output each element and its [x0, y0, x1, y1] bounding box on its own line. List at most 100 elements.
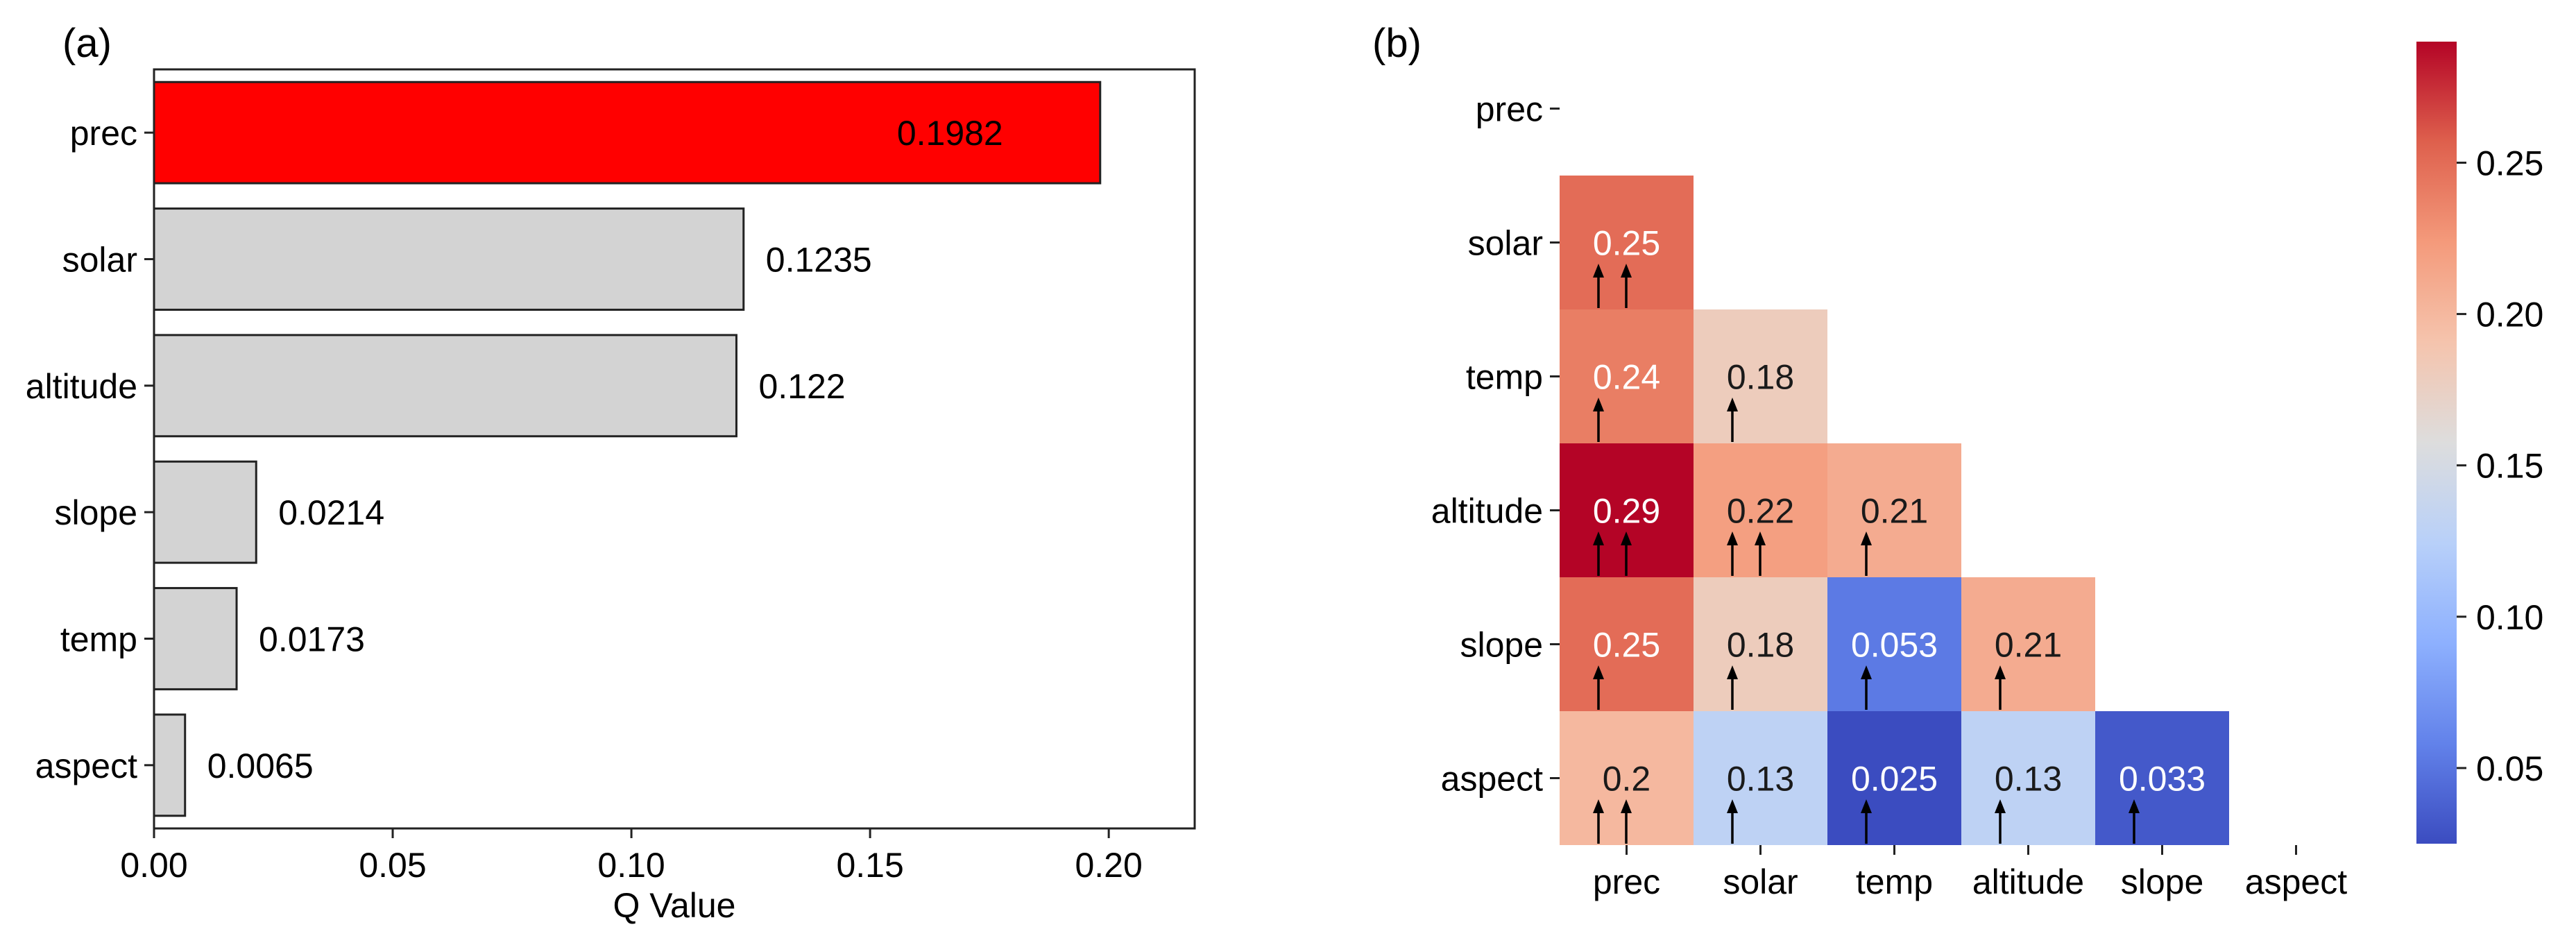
heatmap-cell-aspect-temp [1827, 711, 1961, 845]
heatmap-cell-value: 0.25 [1593, 626, 1660, 665]
y-tick-label-aspect: aspect [35, 747, 137, 785]
heatmap-cell-temp-prec [1560, 309, 1694, 443]
row-tick-label-aspect: aspect [1441, 760, 1543, 799]
column-tick-label-solar: solar [1723, 862, 1798, 901]
bar-temp [153, 587, 238, 690]
heatmap-cell-value: 0.053 [1851, 626, 1938, 665]
up-arrow-icon [1755, 531, 1766, 545]
up-arrow-icon [1727, 398, 1738, 411]
row-tick-label-slope: slope [1460, 626, 1543, 665]
colorbar: 0.05 0.10 0.15 0.20 0.25 [2416, 42, 2543, 844]
column-tick-label-aspect: aspect [2245, 862, 2347, 901]
up-arrow-icon [1621, 531, 1632, 545]
heatmap-cells: 0.25 0.24 0.18 0.29 0.22 0.21 0.25 0.18 0.053 0.2… [1560, 176, 2229, 845]
up-arrow-icon [1593, 531, 1604, 545]
colorbar-tick-label: 0.05 [2476, 749, 2543, 788]
bar-value-altitude: 0.122 [758, 367, 845, 406]
colorbar-tick-label: 0.10 [2476, 598, 2543, 637]
up-arrow-icon [1861, 531, 1872, 545]
bar-value-prec: 0.1982 [897, 114, 1003, 153]
bar-solar [153, 207, 745, 311]
heatmap-cell-slope-altitude [1961, 577, 2095, 711]
bar-plot-frame [153, 68, 1196, 830]
up-arrow-icon [1727, 799, 1738, 813]
heatmap-cell-value: 0.25 [1593, 224, 1660, 263]
row-tick-label-solar: solar [1468, 224, 1543, 263]
heatmap-cell-slope-solar [1694, 577, 1827, 711]
heatmap-cell-value: 0.025 [1851, 760, 1938, 799]
up-arrow-icon [1593, 398, 1604, 411]
heatmap-row-ticks: prec solar temp altitude slope aspect [1431, 90, 1560, 799]
bar-x-ticks: 0.00 0.05 0.10 0.15 0.20 [120, 828, 1143, 885]
up-arrow-icon [1593, 264, 1604, 278]
row-tick-label-prec: prec [1476, 90, 1543, 129]
y-tick-label-temp: temp [60, 620, 137, 659]
bar-prec [153, 80, 1102, 185]
heatmap-cell-value: 0.21 [1995, 626, 2062, 665]
bar-chart-panel: (a) 0.19820.12350.1220.02140.01730.0065 … [26, 21, 1196, 925]
colorbar-tick-label: 0.15 [2476, 447, 2543, 486]
heatmap-cell-value: 0.18 [1727, 358, 1794, 397]
heatmap-cell-value: 0.033 [2119, 760, 2206, 799]
up-arrow-icon [1593, 799, 1604, 813]
heatmap-panel: (b) 0.25 0.24 0.18 0.29 0.22 0.21 0.25 0.18 0.05… [1372, 21, 2347, 901]
panel-a-letter: (a) [62, 21, 112, 66]
up-arrow-icon [2129, 799, 2140, 813]
y-tick-label-slope: slope [54, 493, 137, 532]
heatmap-cell-slope-prec [1560, 577, 1694, 711]
colorbar-gradient [2416, 42, 2457, 844]
heatmap-cell-value: 0.2 [1603, 760, 1651, 799]
bar-value-aspect: 0.0065 [207, 747, 314, 785]
bar-altitude [153, 334, 737, 438]
x-tick-label: 0.15 [836, 846, 903, 885]
heatmap-cell-slope-temp [1827, 577, 1961, 711]
up-arrow-icon [1861, 665, 1872, 679]
column-tick-label-prec: prec [1593, 862, 1660, 901]
heatmap-cell-value: 0.18 [1727, 626, 1794, 665]
heatmap-cell-value: 0.22 [1727, 492, 1794, 531]
heatmap-column-ticks: prec solar temp altitude slope aspect [1593, 845, 2347, 901]
column-tick-label-slope: slope [2121, 862, 2204, 901]
bar-value-temp: 0.0173 [259, 620, 365, 659]
bar-slope [153, 460, 257, 564]
up-arrow-icon [1995, 665, 2006, 679]
heatmap-cell-aspect-slope [2095, 711, 2229, 845]
y-tick-label-solar: solar [62, 241, 137, 280]
row-tick-label-temp: temp [1466, 358, 1543, 397]
x-axis-title: Q Value [613, 886, 736, 925]
column-tick-label-altitude: altitude [1972, 862, 2084, 901]
heatmap-cell-altitude-temp [1827, 443, 1961, 577]
bar-y-ticks: prec solar altitude slope temp aspect [26, 114, 154, 785]
heatmap-cell-aspect-solar [1694, 711, 1827, 845]
up-arrow-icon [1727, 531, 1738, 545]
column-tick-label-temp: temp [1856, 862, 1933, 901]
heatmap-cell-value: 0.13 [1995, 760, 2062, 799]
up-arrow-icon [1727, 665, 1738, 679]
up-arrow-icon [1995, 799, 2006, 813]
y-tick-label-altitude: altitude [26, 367, 137, 406]
heatmap-cell-temp-solar [1694, 309, 1827, 443]
bar-value-solar: 0.1235 [766, 241, 872, 280]
x-tick-label: 0.05 [359, 846, 426, 885]
heatmap-cell-aspect-altitude [1961, 711, 2095, 845]
up-arrow-icon [1593, 665, 1604, 679]
colorbar-tick-label: 0.20 [2476, 296, 2543, 334]
x-tick-label: 0.20 [1075, 846, 1142, 885]
colorbar-tick-label: 0.25 [2476, 144, 2543, 182]
heatmap-cell-value: 0.13 [1727, 760, 1794, 799]
bar-aspect [153, 713, 187, 817]
panel-b-letter: (b) [1372, 21, 1422, 66]
up-arrow-icon [1861, 799, 1872, 813]
up-arrow-icon [1621, 264, 1632, 278]
y-tick-label-prec: prec [70, 114, 137, 153]
colorbar-ticks: 0.05 0.10 0.15 0.20 0.25 [2457, 144, 2543, 788]
bar-value-slope: 0.0214 [278, 493, 384, 532]
up-arrow-icon [1621, 799, 1632, 813]
heatmap-cell-value: 0.21 [1861, 492, 1928, 531]
heatmap-cell-value: 0.24 [1593, 358, 1660, 397]
row-tick-label-altitude: altitude [1431, 492, 1543, 531]
bar-series: 0.1982 0.1235 0.122 0.0214 0.0173 0.0065 [153, 80, 1102, 817]
x-tick-label: 0.10 [597, 846, 665, 885]
x-tick-label: 0.00 [120, 846, 187, 885]
